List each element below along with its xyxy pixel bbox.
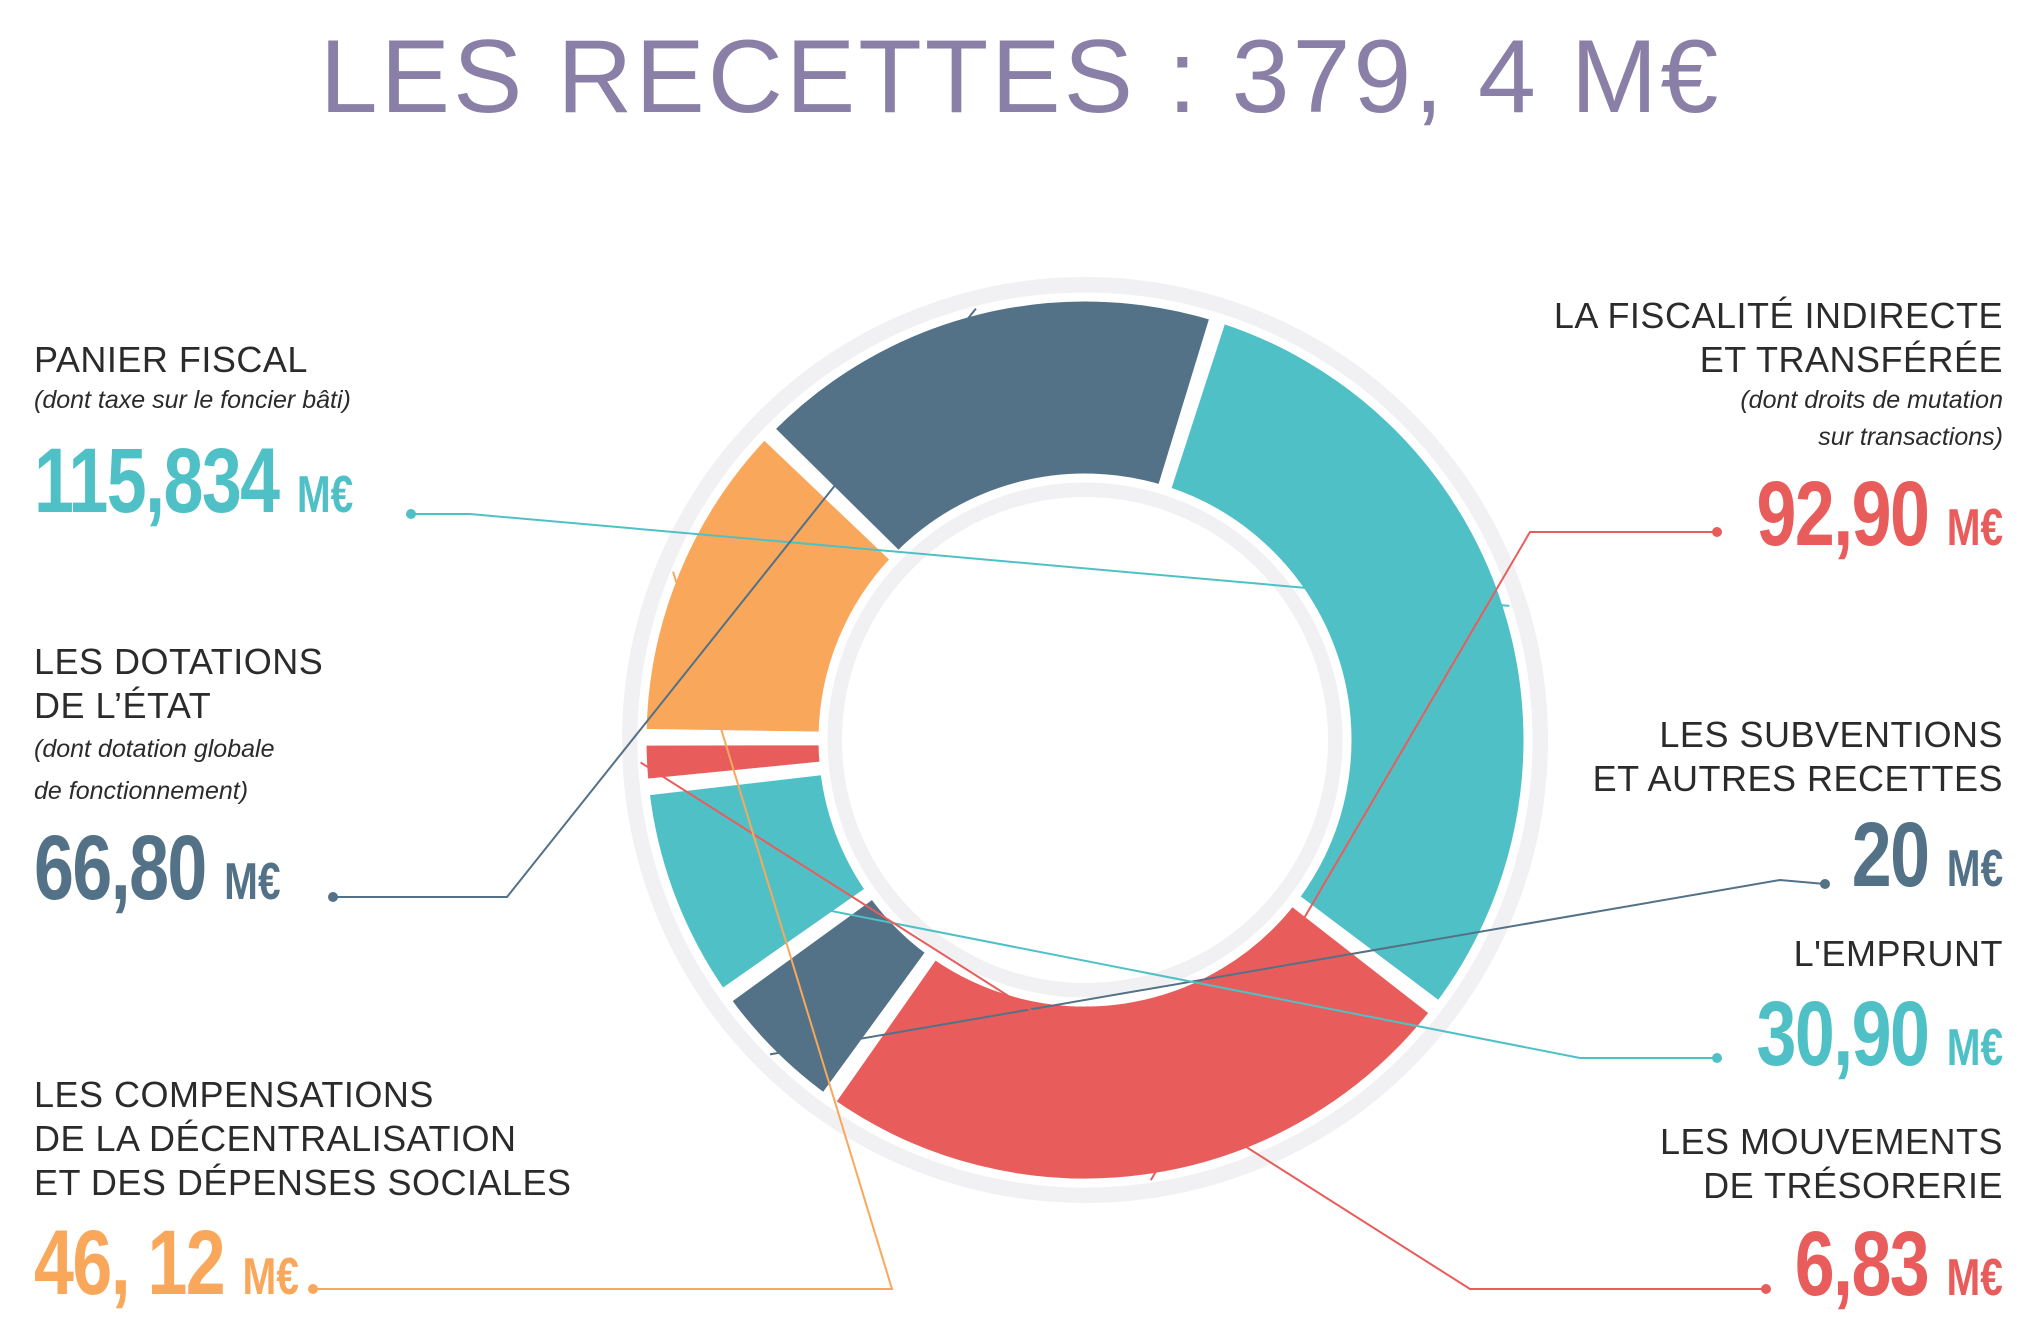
slice-note: (dont droits de mutation sur transaction… — [1740, 386, 2003, 451]
value-unit: M€ — [224, 853, 281, 911]
donut-slice — [639, 765, 877, 1001]
value-number: 6,83 — [1794, 1213, 1930, 1315]
slice-note: (dont dotation globale de fonctionnement… — [34, 735, 275, 805]
slice-value: 20 M€ — [1852, 805, 2003, 919]
value-unit: M€ — [242, 1248, 299, 1306]
slice-value: 6,83 M€ — [1795, 1214, 2003, 1328]
slice-value: 92,90 M€ — [1756, 464, 2003, 578]
leader-dot — [308, 1284, 318, 1294]
value-number: 115,834 — [34, 430, 280, 532]
slice-name: LA FISCALITÉ INDIRECTE ET TRANSFÉRÉE — [1553, 295, 2003, 380]
donut-slice — [637, 736, 830, 789]
slice-name: LES MOUVEMENTS DE TRÉSORERIE — [1659, 1121, 2003, 1206]
label-dotations-etat: LES DOTATIONS DE L’ÉTAT (dont dotation g… — [34, 640, 350, 932]
leader-line — [701, 884, 1717, 1059]
leader-dot — [406, 509, 416, 519]
leader-dot — [1712, 1053, 1722, 1063]
label-emprunt: L'EMPRUNT 30,90 M€ — [1687, 932, 2003, 1098]
leader-line — [333, 307, 977, 898]
leader-line — [411, 513, 1510, 607]
leader-line — [313, 571, 894, 1290]
label-panier-fiscal: PANIER FISCAL (dont taxe sur le foncier … — [34, 338, 443, 545]
slice-value: 30,90 M€ — [1756, 984, 2003, 1098]
value-number: 30,90 — [1756, 983, 1929, 1085]
slice-name: L'EMPRUNT — [1793, 933, 2003, 974]
slice-note: (dont taxe sur le foncier bâti) — [34, 386, 351, 414]
leader-dot — [1761, 1284, 1771, 1294]
value-number: 92,90 — [1756, 463, 1929, 565]
slice-value: 46, 12 M€ — [34, 1213, 299, 1327]
value-unit: M€ — [1946, 1019, 2003, 1077]
leader-dot — [1820, 879, 1830, 889]
value-unit: M€ — [1946, 1249, 2003, 1307]
value-number: 20 — [1851, 804, 1930, 906]
label-fiscalite-indirecte: LA FISCALITÉ INDIRECTE ET TRANSFÉRÉE (do… — [1554, 294, 2003, 578]
slice-name: LES SUBVENTIONS ET AUTRES RECETTES — [1592, 714, 2003, 799]
chart-title: LES RECETTES : 379, 4 M€ — [319, 19, 1722, 135]
slice-value: 115,834 M€ — [34, 431, 353, 545]
leader-dot — [328, 892, 338, 902]
leader-dot — [1712, 527, 1722, 537]
donut-slice — [763, 292, 1221, 563]
label-compensations: LES COMPENSATIONS DE LA DÉCENTRALISATION… — [34, 1073, 572, 1327]
label-subventions: LES SUBVENTIONS ET AUTRES RECETTES 20 M€ — [1593, 713, 2003, 919]
donut-slice — [720, 887, 938, 1105]
value-number: 66,80 — [34, 817, 207, 919]
leader-line — [640, 761, 1766, 1290]
value-unit: M€ — [1946, 840, 2003, 898]
slice-name: LES COMPENSATIONS DE LA DÉCENTRALISATION… — [34, 1074, 572, 1203]
donut-slice — [637, 428, 902, 741]
donut-slice — [1160, 313, 1533, 1013]
slice-value: 66,80 M€ — [34, 818, 281, 932]
slice-name: LES DOTATIONS DE L’ÉTAT — [34, 641, 324, 726]
value-unit: M€ — [296, 466, 354, 524]
slice-name: PANIER FISCAL — [34, 339, 308, 380]
value-unit: M€ — [1946, 499, 2003, 557]
leader-line — [1149, 531, 1717, 1181]
value-number: 46, 12 — [34, 1212, 226, 1314]
label-mouvements-tresorerie: LES MOUVEMENTS DE TRÉSORERIE 6,83 M€ — [1660, 1120, 2003, 1328]
leader-line — [769, 878, 1826, 1056]
